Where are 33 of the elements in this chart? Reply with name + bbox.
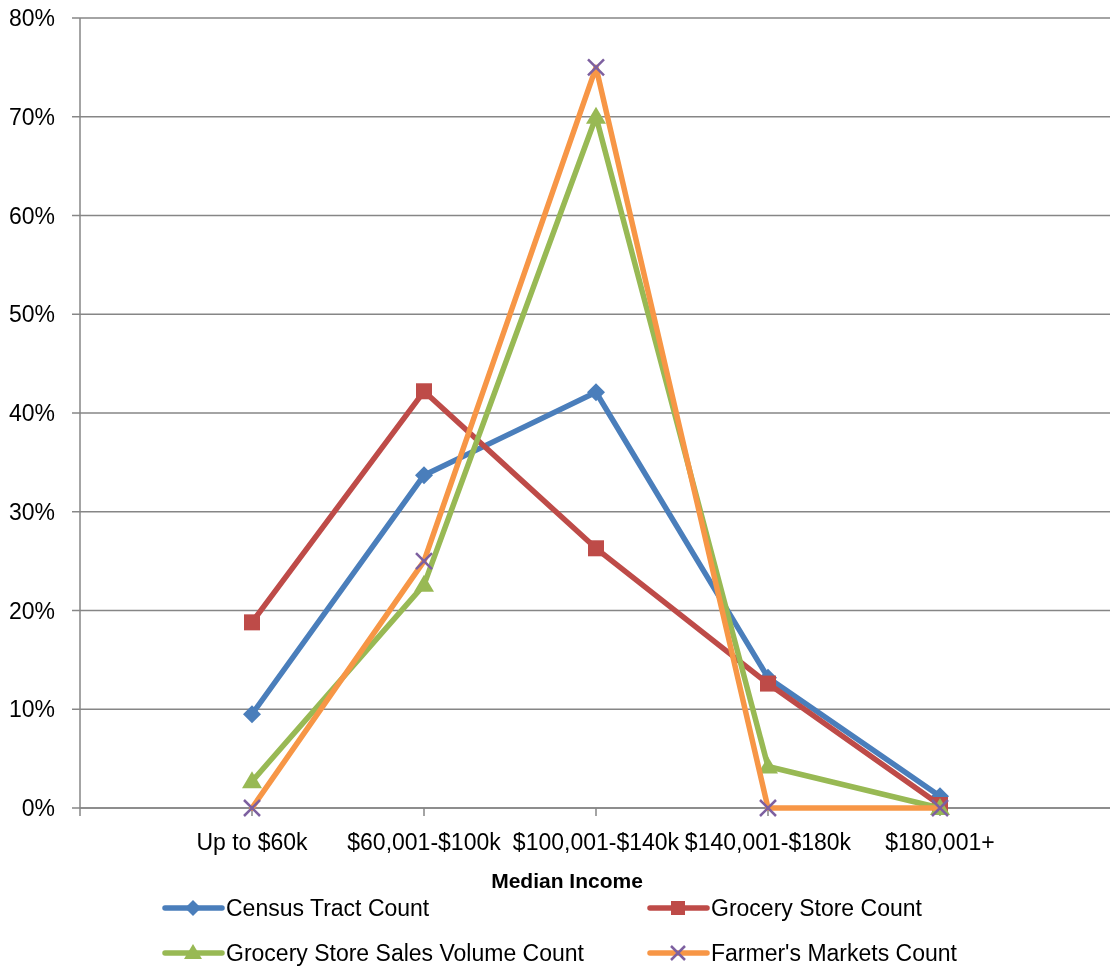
point <box>242 798 262 818</box>
x-tick-label: $180,001+ <box>885 829 995 855</box>
point <box>586 106 606 124</box>
point <box>242 771 262 789</box>
y-tick-label: 0% <box>21 795 55 822</box>
x-tick-label: $60,001-$100k <box>347 829 502 855</box>
x-tick-label: $140,001-$180k <box>684 829 852 855</box>
point <box>587 383 605 402</box>
point <box>414 551 434 571</box>
x-tick-label: Up to $60k <box>196 829 309 855</box>
x-axis-title: Median Income <box>491 869 643 892</box>
legend-label: Census Tract Count <box>226 895 430 922</box>
legend-label: Farmer's Markets Count <box>711 940 958 967</box>
x-tick-label: $100,001-$140k <box>512 829 680 855</box>
y-tick-label: 50% <box>8 301 55 328</box>
point <box>243 705 261 724</box>
point <box>415 466 433 485</box>
point <box>586 58 606 77</box>
y-tick-label: 70% <box>8 103 55 130</box>
y-tick-label: 60% <box>8 202 55 229</box>
y-tick-label: 10% <box>8 696 55 723</box>
y-tick-label: 30% <box>8 498 55 525</box>
point <box>588 540 604 557</box>
point <box>416 383 432 400</box>
point <box>758 798 778 818</box>
y-tick-label: 40% <box>8 400 55 427</box>
point <box>414 574 434 592</box>
legend-label: Grocery Store Count <box>711 895 923 922</box>
point <box>760 675 776 692</box>
y-tick-label: 20% <box>8 597 55 624</box>
legend-label: Grocery Store Sales Volume Count <box>226 940 585 967</box>
y-tick-label: 80% <box>8 5 55 32</box>
point <box>244 614 260 631</box>
